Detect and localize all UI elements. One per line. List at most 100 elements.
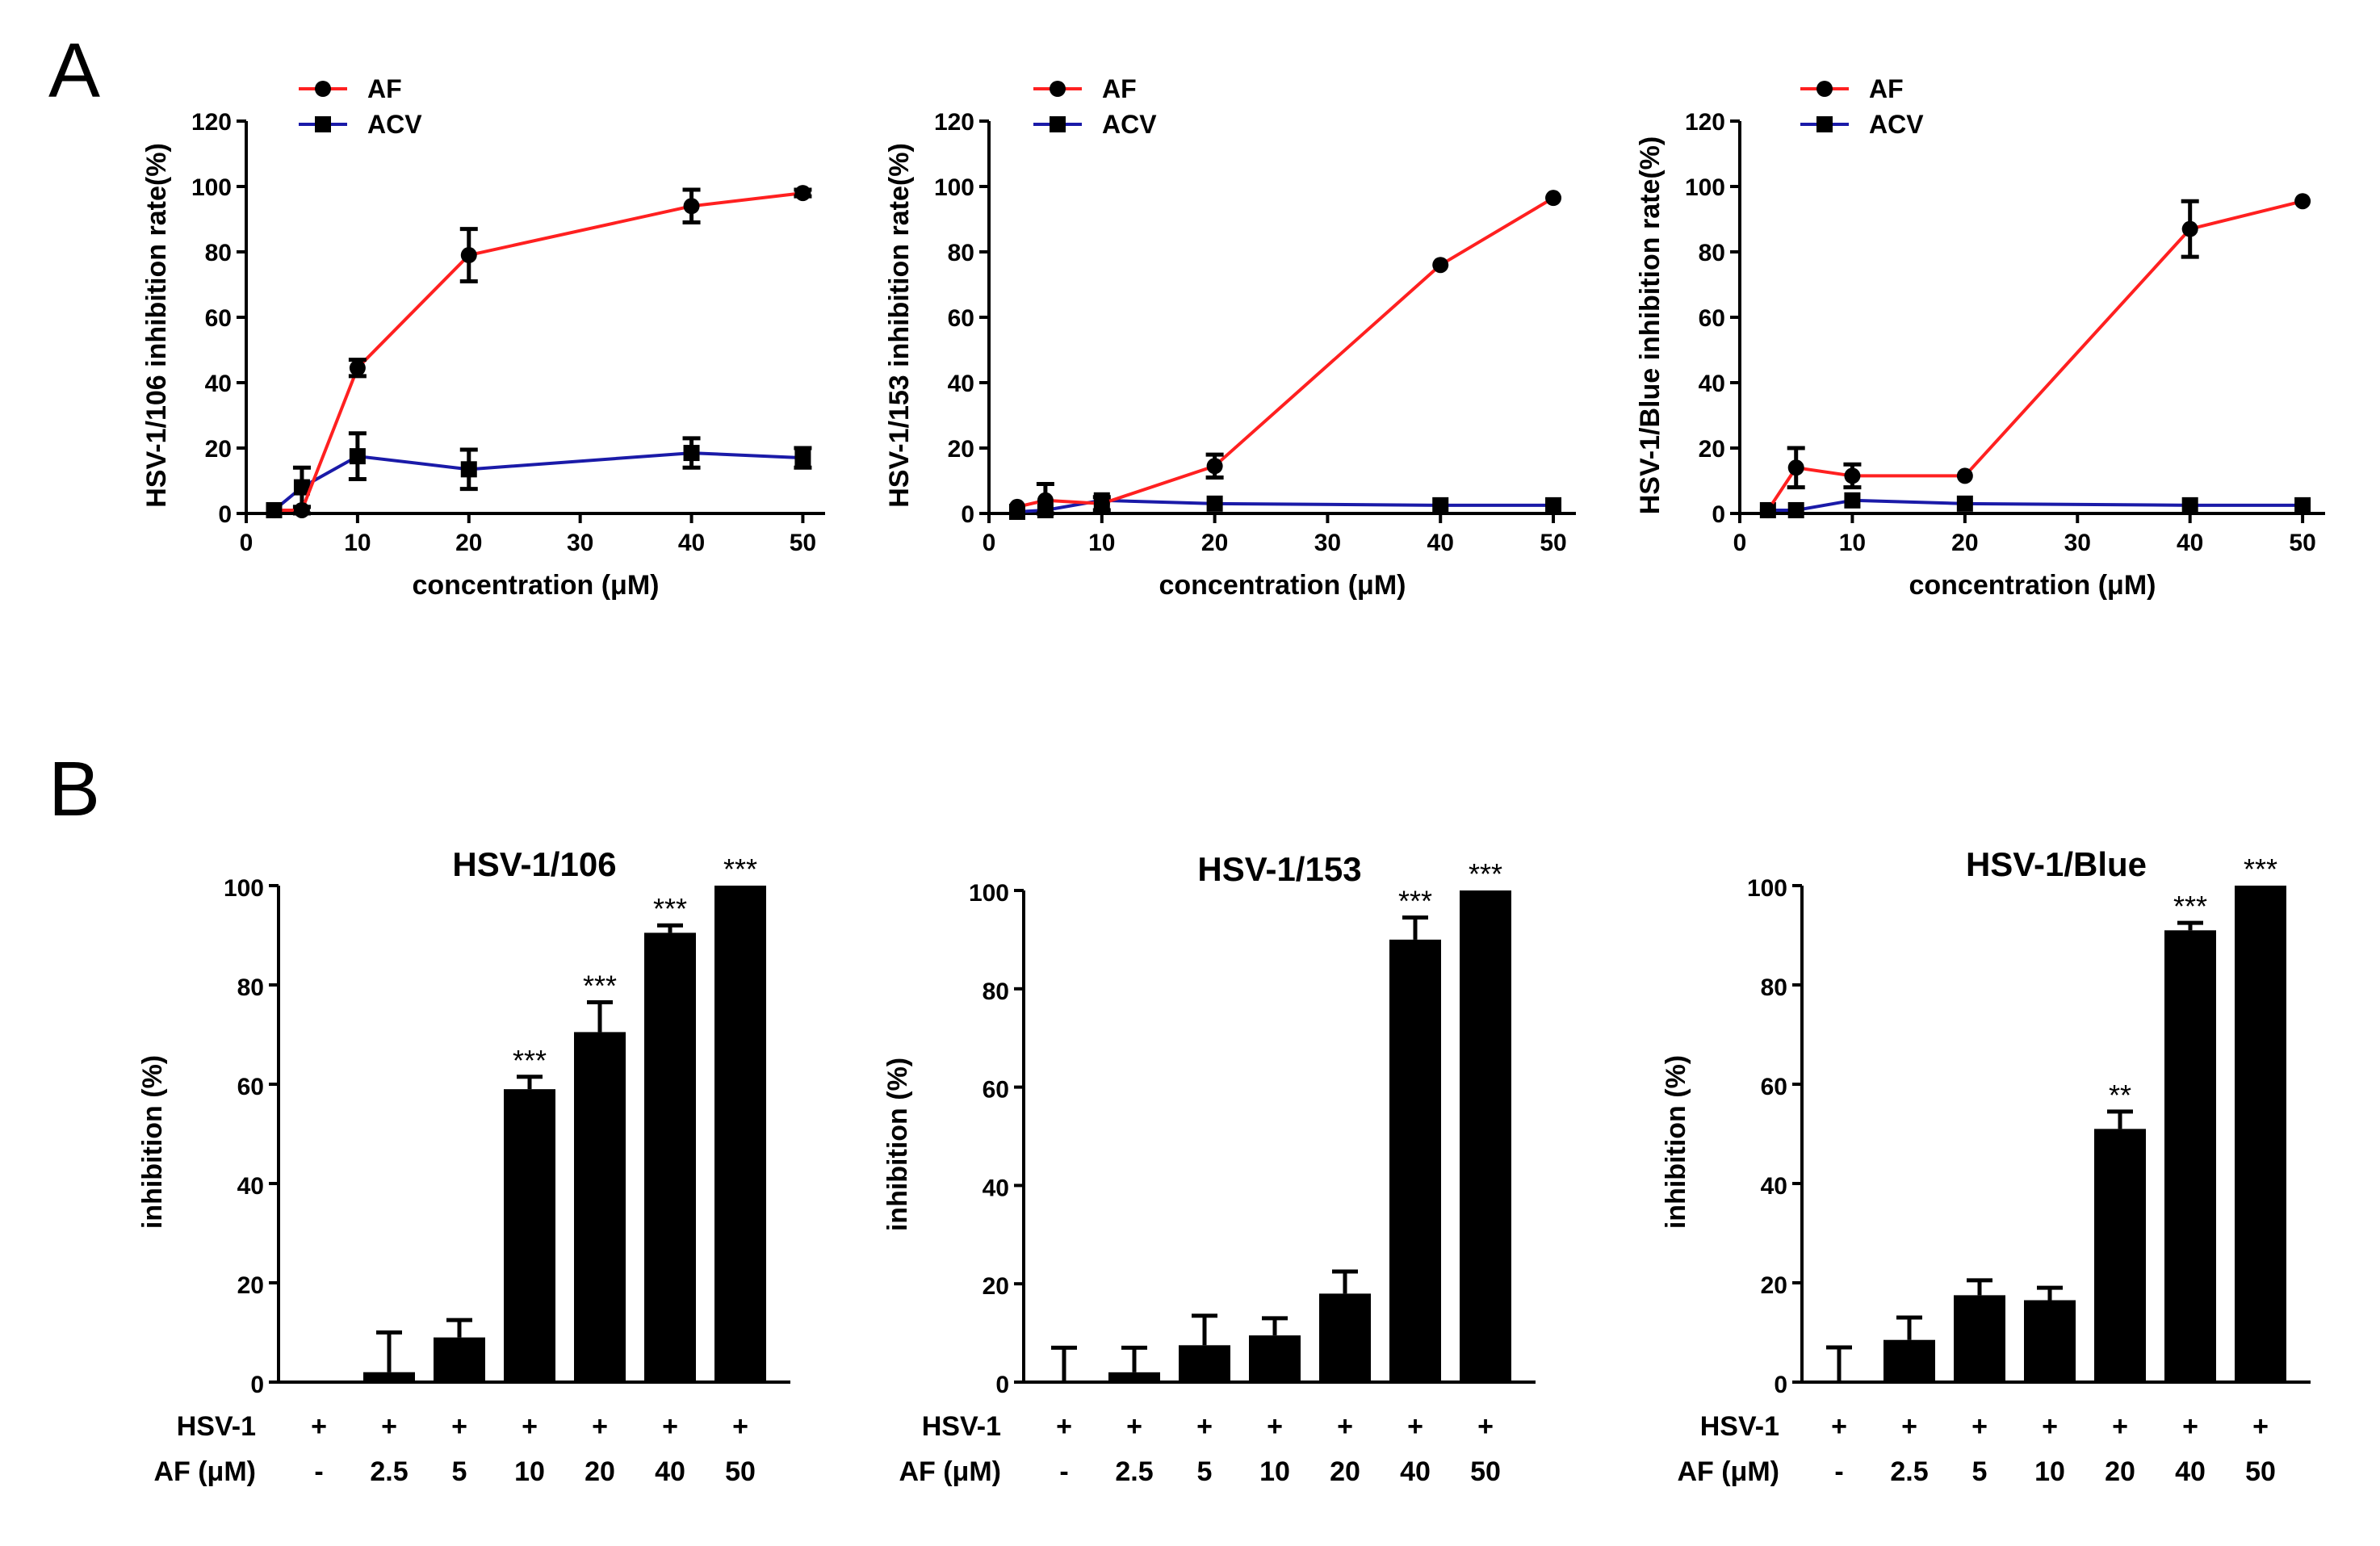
bar bbox=[1179, 1345, 1230, 1382]
row-label-virus: HSV-1 bbox=[1700, 1411, 1779, 1442]
data-point-af bbox=[1037, 492, 1054, 509]
legend-label-af: AF bbox=[367, 74, 402, 103]
line-chart-2: 0 20 40 60 80 100 120 0 10 20 30 40 50 concentration … bbox=[884, 74, 1576, 601]
bar bbox=[1389, 939, 1441, 1382]
row-label-dose: AF (μM) bbox=[899, 1456, 1001, 1487]
y-tick-label: 20 bbox=[983, 1273, 1009, 1300]
x-tick-label: 40 bbox=[678, 530, 705, 556]
x-axis-title: concentration (μM) bbox=[1909, 570, 2156, 601]
x-tick-label: 20 bbox=[455, 530, 482, 556]
data-point-af bbox=[794, 185, 811, 202]
y-tick-label: 20 bbox=[237, 1272, 264, 1299]
significance-label: *** bbox=[2244, 853, 2277, 886]
data-point-af bbox=[1008, 498, 1025, 515]
y-tick-label: 40 bbox=[237, 1173, 264, 1200]
y-tick-label: 60 bbox=[205, 305, 232, 332]
data-point-acv bbox=[1545, 496, 1562, 513]
x-category-label: 50 bbox=[1470, 1456, 1501, 1487]
legend-label-af: AF bbox=[1869, 74, 1904, 103]
y-tick-label: 40 bbox=[1699, 371, 1725, 397]
significance-label: *** bbox=[513, 1044, 547, 1077]
y-axis-title: inhibition (%) bbox=[882, 1058, 913, 1231]
data-point-af bbox=[2294, 193, 2311, 210]
bar-chart-1: 0 20 40 60 80 100 inhibition (%) HSV-1/106 + - +2.… bbox=[137, 845, 790, 1487]
x-tick-label: 0 bbox=[983, 530, 996, 556]
y-tick-label: 0 bbox=[250, 1372, 264, 1398]
data-point-acv bbox=[349, 448, 366, 465]
bar bbox=[2235, 886, 2286, 1382]
bar bbox=[1108, 1372, 1160, 1382]
y-tick-label: 20 bbox=[1761, 1272, 1787, 1299]
data-point-acv bbox=[460, 461, 477, 478]
y-tick-label: 0 bbox=[1712, 501, 1725, 528]
data-point-af bbox=[1844, 467, 1861, 484]
bar bbox=[644, 932, 696, 1382]
virus-plus: + bbox=[1901, 1411, 1917, 1442]
virus-plus: + bbox=[522, 1411, 538, 1442]
bar-chart-2: 0 20 40 60 80 100 inhibition (%) HSV-1/153 + - +2.… bbox=[882, 850, 1536, 1487]
y-tick-label: 80 bbox=[1761, 974, 1787, 1001]
y-tick-label: 100 bbox=[1747, 875, 1787, 902]
data-point-acv bbox=[2181, 496, 2198, 513]
virus-plus: + bbox=[1126, 1411, 1142, 1442]
data-point-acv bbox=[293, 479, 310, 496]
x-tick-label: 50 bbox=[790, 530, 816, 556]
row-label-dose: AF (μM) bbox=[153, 1456, 256, 1487]
significance-label: *** bbox=[2173, 890, 2207, 923]
data-point-acv bbox=[1844, 492, 1861, 509]
y-axis-title: inhibition (%) bbox=[137, 1055, 168, 1229]
line-chart-3: 0 20 40 60 80 100 120 0 10 20 30 40 50 concentration … bbox=[1635, 74, 2325, 601]
bar bbox=[2164, 930, 2216, 1382]
x-category-label: 50 bbox=[725, 1456, 756, 1487]
significance-label: *** bbox=[1469, 857, 1502, 890]
x-tick-label: 10 bbox=[1839, 530, 1866, 556]
x-category-label: 10 bbox=[1259, 1456, 1290, 1487]
data-point-acv bbox=[1432, 496, 1449, 513]
virus-plus: + bbox=[2182, 1411, 2198, 1442]
bar bbox=[2094, 1129, 2146, 1382]
x-axis-title: concentration (μM) bbox=[412, 570, 659, 601]
data-point-acv bbox=[683, 445, 700, 462]
bar bbox=[1319, 1293, 1371, 1382]
bar bbox=[1954, 1295, 2005, 1382]
x-tick-label: 30 bbox=[1314, 530, 1341, 556]
y-tick-label: 100 bbox=[969, 880, 1009, 907]
significance-label: *** bbox=[1398, 884, 1432, 917]
significance-label: *** bbox=[583, 970, 617, 1003]
bar bbox=[363, 1372, 415, 1382]
virus-plus: + bbox=[732, 1411, 748, 1442]
y-tick-label: 0 bbox=[995, 1372, 1009, 1398]
bar bbox=[1249, 1335, 1301, 1382]
y-tick-label: 100 bbox=[191, 174, 232, 201]
y-tick-label: 60 bbox=[237, 1074, 264, 1100]
bar bbox=[574, 1032, 626, 1382]
x-tick-label: 50 bbox=[2289, 530, 2315, 556]
y-tick-label: 120 bbox=[1685, 109, 1725, 136]
data-point-af bbox=[1956, 467, 1973, 484]
data-point-af bbox=[1787, 459, 1804, 476]
data-point-af bbox=[266, 501, 283, 518]
data-point-af bbox=[1206, 458, 1223, 475]
legend-marker-acv bbox=[1050, 116, 1066, 132]
y-tick-label: 120 bbox=[934, 109, 974, 136]
y-tick-label: 100 bbox=[1685, 174, 1725, 201]
x-tick-label: 40 bbox=[1427, 530, 1454, 556]
virus-plus: + bbox=[381, 1411, 397, 1442]
legend-label-acv: ACV bbox=[1102, 110, 1157, 139]
x-category-label: 10 bbox=[2034, 1456, 2065, 1487]
bar bbox=[1460, 890, 1511, 1382]
x-category-label: 20 bbox=[585, 1456, 615, 1487]
data-point-af bbox=[1545, 190, 1562, 207]
y-tick-label: 20 bbox=[1699, 436, 1725, 463]
data-point-acv bbox=[1787, 501, 1804, 518]
virus-plus: + bbox=[451, 1411, 467, 1442]
x-category-label: 20 bbox=[2105, 1456, 2135, 1487]
significance-label: *** bbox=[723, 853, 757, 886]
data-point-acv bbox=[1956, 495, 1973, 512]
series-line-af bbox=[1016, 196, 1555, 509]
legend-label-acv: ACV bbox=[1869, 110, 1924, 139]
x-tick-label: 30 bbox=[2064, 530, 2091, 556]
